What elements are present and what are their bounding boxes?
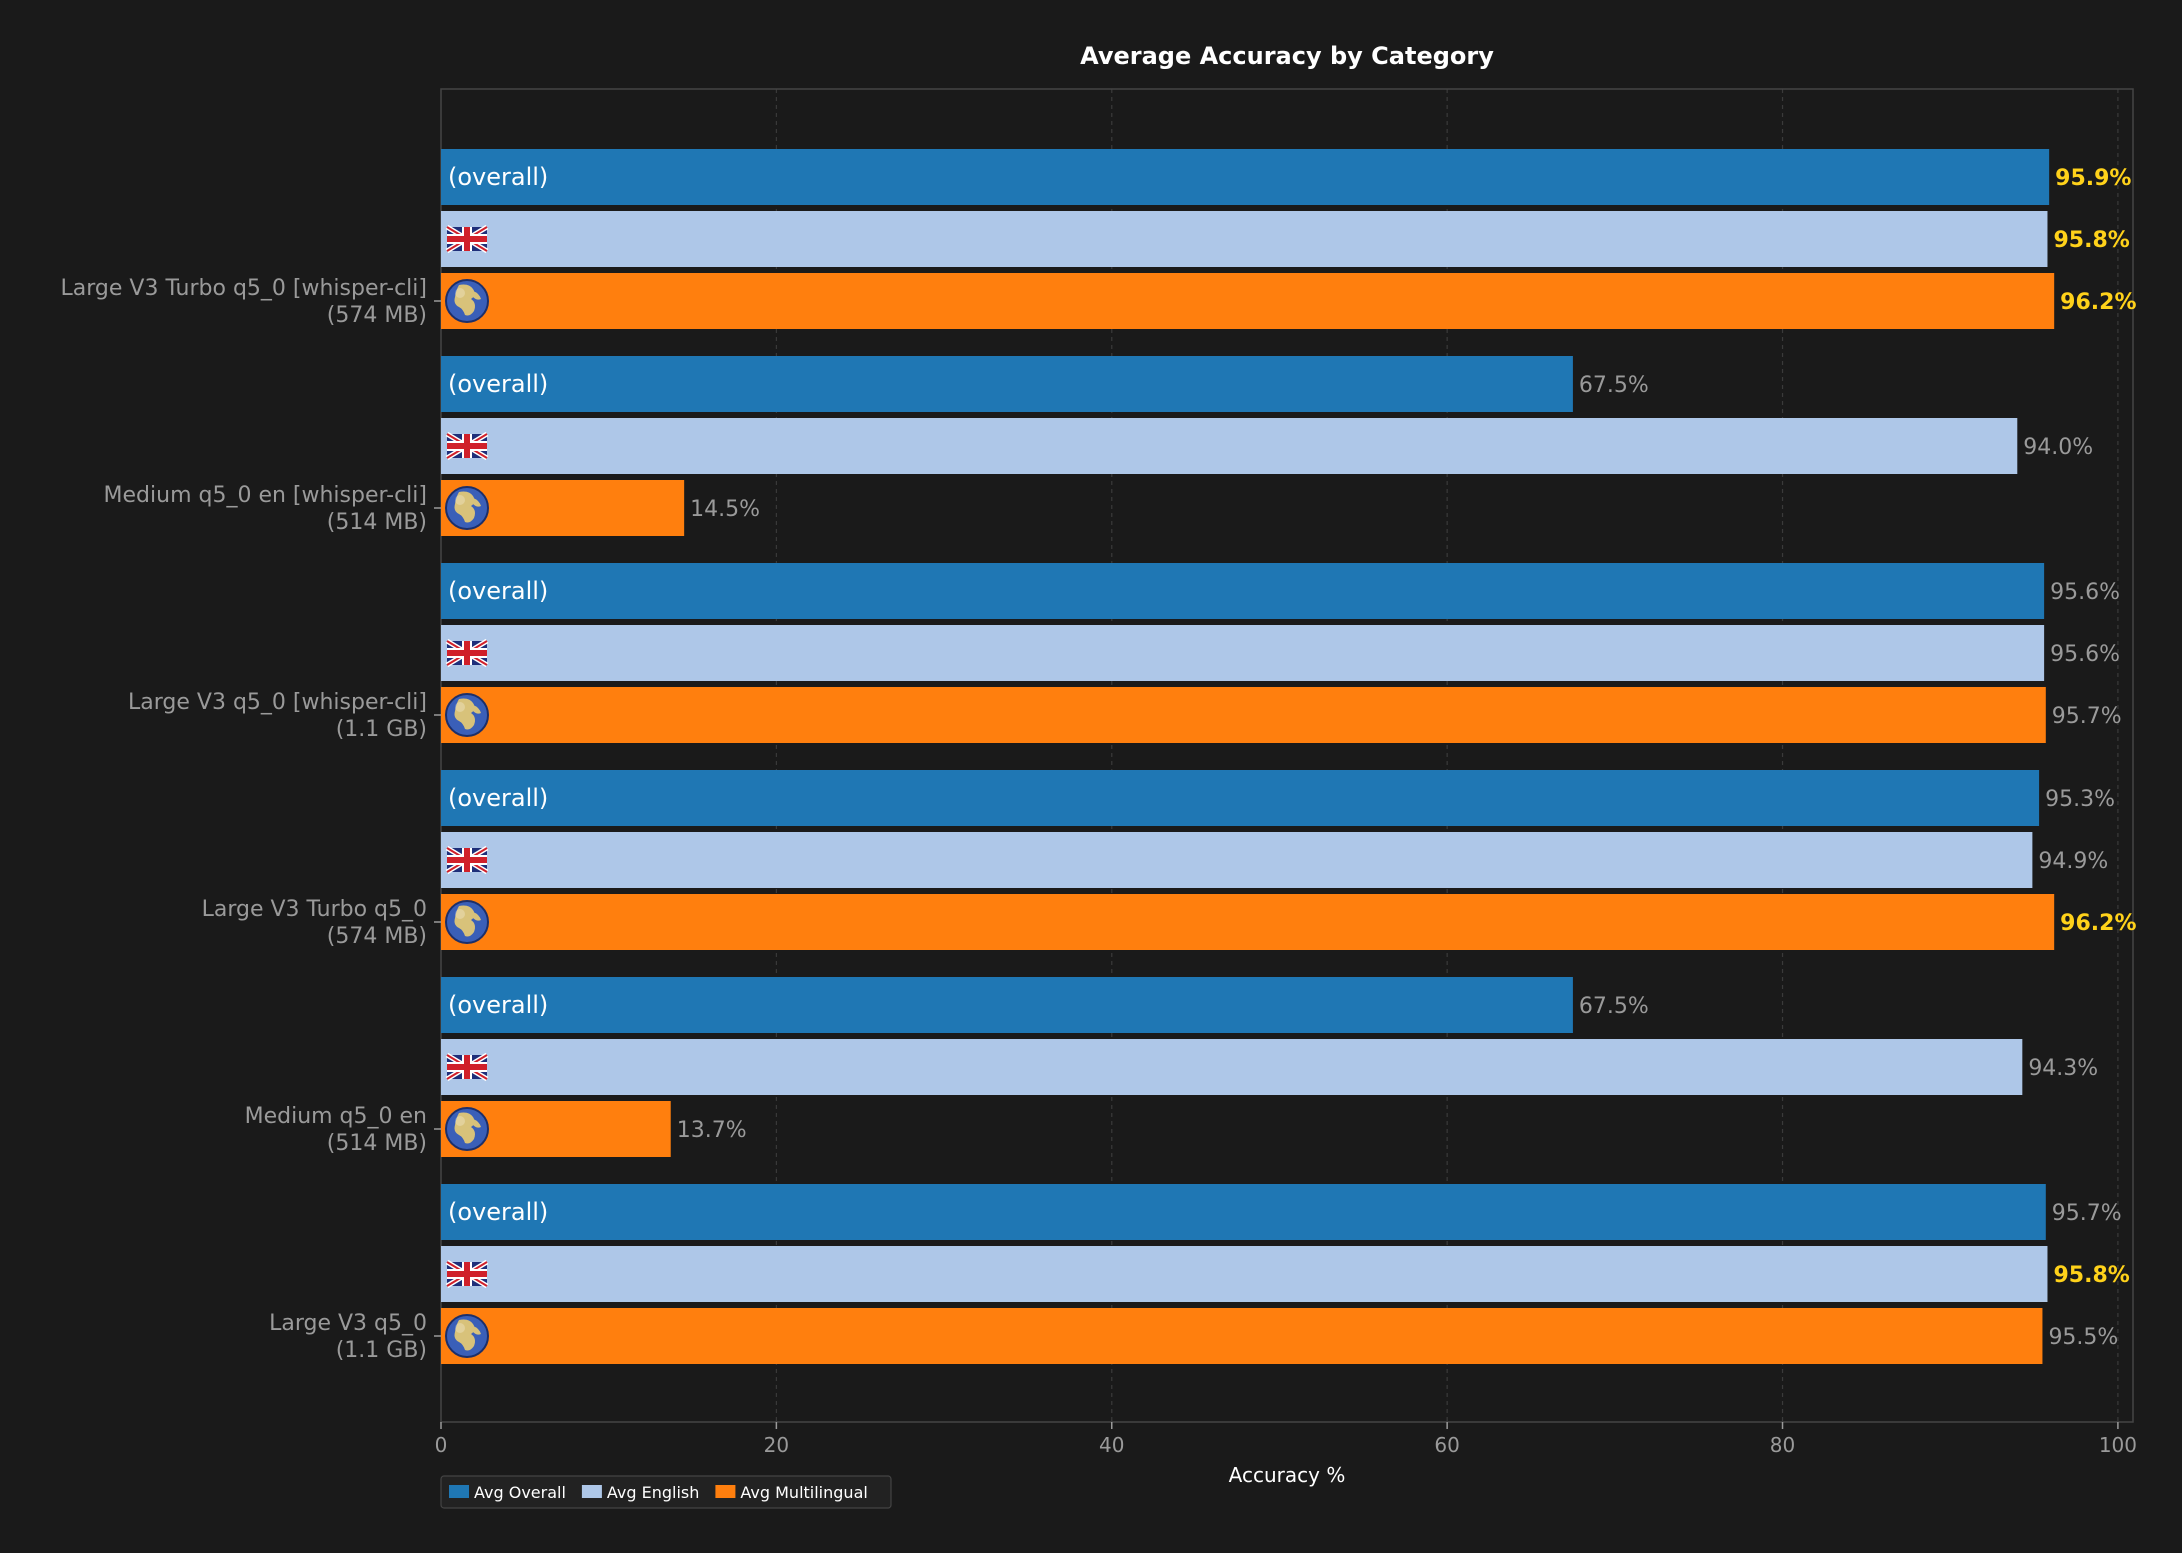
bar-multilingual xyxy=(441,687,2046,743)
bar-value-label: 95.3% xyxy=(2045,787,2115,812)
bar-value-label: 94.3% xyxy=(2028,1056,2098,1081)
bar-overall-text: (overall) xyxy=(448,784,548,812)
legend: Avg Overall Avg English Avg Multilingual xyxy=(440,1475,892,1509)
bar-value-label: 95.6% xyxy=(2050,642,2120,667)
category-label: Large V3 q5_0 xyxy=(269,1311,427,1336)
x-tick-label: 60 xyxy=(1434,1433,1459,1457)
bar-overall xyxy=(441,770,2040,826)
bar-value-label: 95.8% xyxy=(2053,1263,2129,1288)
bar-overall-text: (overall) xyxy=(448,163,548,191)
bar-value-label: 94.0% xyxy=(2023,435,2093,460)
bar-value-label: 96.2% xyxy=(2060,290,2136,315)
bar-value-label: 13.7% xyxy=(677,1118,747,1143)
bar-multilingual xyxy=(441,1308,2043,1364)
legend-item: Avg Overall xyxy=(449,1483,566,1502)
legend-frame xyxy=(440,1475,892,1509)
legend-item: Avg English xyxy=(581,1483,700,1502)
category-label: Large V3 Turbo q5_0 [whisper-cli] xyxy=(61,276,427,301)
category-sublabel: (514 MB) xyxy=(327,1131,427,1156)
bar-english xyxy=(441,1039,2023,1095)
bar-overall-text: (overall) xyxy=(448,1198,548,1226)
bar-english xyxy=(441,418,2018,474)
x-tick-label: 0 xyxy=(435,1433,448,1457)
legend-swatch xyxy=(449,1485,469,1498)
bar-value-label: 96.2% xyxy=(2060,911,2136,936)
legend-label: Avg Multilingual xyxy=(740,1483,867,1502)
bar-overall xyxy=(441,1184,2046,1240)
uk-flag-icon xyxy=(445,1259,489,1289)
bar-multilingual xyxy=(441,273,2055,329)
bars-group: (overall) 95.9% 95.8% 96.2% (overall) 67.5% 94… xyxy=(441,149,2137,1364)
x-tick-label: 40 xyxy=(1099,1433,1124,1457)
legend-label: Avg Overall xyxy=(474,1483,566,1502)
x-axis-ticks: 0 20 40 60 80 100 xyxy=(435,1422,2137,1457)
legend-swatch xyxy=(715,1485,736,1498)
category-label: Medium q5_0 en xyxy=(245,1104,427,1129)
bar-english xyxy=(441,1246,2048,1302)
globe-icon xyxy=(445,279,489,323)
category-sublabel: (574 MB) xyxy=(327,924,427,949)
category-sublabel: (1.1 GB) xyxy=(336,717,427,742)
bar-value-label: 67.5% xyxy=(1579,373,1649,398)
plot-frame xyxy=(440,88,2134,1423)
category-sublabel: (1.1 GB) xyxy=(336,1338,427,1363)
bar-overall-text: (overall) xyxy=(448,370,548,398)
bar-multilingual xyxy=(441,894,2055,950)
uk-flag-icon xyxy=(445,845,489,875)
legend-swatch xyxy=(581,1485,602,1498)
globe-icon xyxy=(445,693,489,737)
category-label: Medium q5_0 en [whisper-cli] xyxy=(104,483,427,508)
globe-icon xyxy=(445,1314,489,1358)
bar-english xyxy=(441,625,2045,681)
bar-value-label: 95.6% xyxy=(2050,580,2120,605)
x-tick-label: 20 xyxy=(764,1433,789,1457)
category-label: Large V3 q5_0 [whisper-cli] xyxy=(128,690,427,715)
bar-overall-text: (overall) xyxy=(448,577,548,605)
x-tick-label: 80 xyxy=(1770,1433,1795,1457)
globe-icon xyxy=(445,1107,489,1151)
y-axis-labels: Large V3 Turbo q5_0 [whisper-cli](574 MB… xyxy=(61,276,441,1363)
bar-value-label: 95.5% xyxy=(2048,1325,2118,1350)
bar-overall-text: (overall) xyxy=(448,991,548,1019)
uk-flag-icon xyxy=(445,431,489,461)
bar-value-label: 14.5% xyxy=(690,497,760,522)
globe-icon xyxy=(445,900,489,944)
legend-label: Avg English xyxy=(607,1483,700,1502)
uk-flag-icon xyxy=(445,638,489,668)
chart-title: Average Accuracy by Category xyxy=(1080,42,1494,70)
grid-lines xyxy=(775,89,2119,1422)
bar-value-label: 67.5% xyxy=(1579,994,1649,1019)
category-label: Large V3 Turbo q5_0 xyxy=(202,897,427,922)
category-sublabel: (574 MB) xyxy=(327,303,427,328)
bar-value-label: 95.7% xyxy=(2052,1201,2122,1226)
globe-icon xyxy=(445,486,489,530)
legend-item: Avg Multilingual xyxy=(715,1483,868,1502)
bar-english xyxy=(441,211,2048,267)
bar-overall xyxy=(441,977,1573,1033)
bar-overall xyxy=(441,563,2045,619)
bar-english xyxy=(441,832,2033,888)
bar-overall xyxy=(441,356,1573,412)
bar-value-label: 95.8% xyxy=(2053,228,2129,253)
bar-overall xyxy=(441,149,2050,205)
bar-value-label: 95.7% xyxy=(2052,704,2122,729)
x-axis-label: Accuracy % xyxy=(1229,1463,1346,1487)
bar-value-label: 94.9% xyxy=(2038,849,2108,874)
uk-flag-icon xyxy=(445,224,489,254)
x-tick-label: 100 xyxy=(2099,1433,2137,1457)
uk-flag-icon xyxy=(445,1052,489,1082)
bar-value-label: 95.9% xyxy=(2055,166,2131,191)
category-sublabel: (514 MB) xyxy=(327,510,427,535)
